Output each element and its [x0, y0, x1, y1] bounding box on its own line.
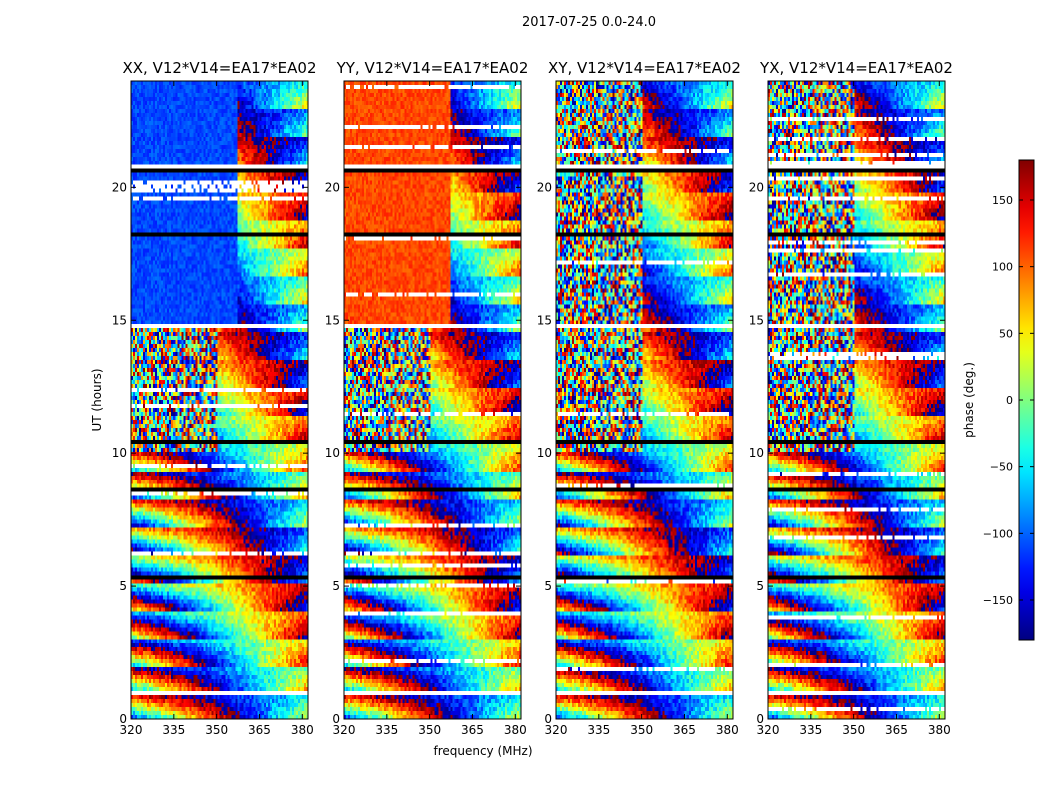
y-tick-label: 0	[756, 712, 764, 726]
colorbar: 150 100 50 0 −50 −100 −150	[983, 159, 1035, 641]
y-tick-label: 0	[332, 712, 340, 726]
panel-2: YY, V12*V14=EA17*EA02 320 335 350 365 380 0 5 10…	[325, 59, 529, 737]
y-axis-label: UT (hours)	[90, 368, 104, 431]
panel-heatmap	[768, 81, 945, 719]
colorbar-tick-label: −50	[990, 461, 1013, 474]
figure-suptitle: 2017-07-25 0.0-24.0	[522, 15, 656, 30]
y-tick-label: 20	[325, 180, 340, 194]
y-tick-label: 10	[537, 446, 552, 460]
x-tick-label: 320	[757, 723, 780, 737]
colorbar-tick-label: 0	[1006, 394, 1013, 407]
x-tick-label: 350	[418, 723, 441, 737]
x-tick-label: 365	[673, 723, 696, 737]
panel-title: YY, V12*V14=EA17*EA02	[336, 59, 529, 77]
x-tick-label: 350	[205, 723, 228, 737]
x-tick-label: 335	[375, 723, 398, 737]
colorbar-tick-label: −150	[983, 594, 1013, 607]
y-tick-label: 20	[749, 180, 764, 194]
panel-1: XX, V12*V14=EA17*EA02 320 335 350 365 380 0 5 10…	[112, 59, 317, 737]
x-tick-label: 380	[928, 723, 951, 737]
y-tick-label: 15	[537, 313, 552, 327]
x-tick-label: 320	[545, 723, 568, 737]
x-tick-label: 380	[504, 723, 527, 737]
panel-frame	[767, 80, 946, 720]
y-tick-label: 5	[332, 579, 340, 593]
x-tick-label: 380	[716, 723, 739, 737]
panel-frame	[130, 80, 309, 720]
y-tick-label: 10	[325, 446, 340, 460]
panel-title: XY, V12*V14=EA17*EA02	[548, 59, 741, 77]
colorbar-tick-label: 50	[999, 327, 1013, 340]
x-tick-label: 320	[333, 723, 356, 737]
panel-4: YX, V12*V14=EA17*EA02 320 335 350 365 380 0 5 10…	[749, 59, 953, 737]
y-tick-label: 15	[325, 313, 340, 327]
y-tick-label: 5	[119, 579, 127, 593]
y-tick-label: 10	[112, 446, 127, 460]
y-tick-label: 20	[537, 180, 552, 194]
colorbar-tick-label: −100	[983, 527, 1013, 540]
x-tick-label: 365	[248, 723, 271, 737]
panel-frame	[555, 80, 734, 720]
y-tick-label: 5	[756, 579, 764, 593]
x-tick-label: 335	[162, 723, 185, 737]
x-tick-label: 350	[842, 723, 865, 737]
y-tick-label: 0	[544, 712, 552, 726]
panel-heatmap	[131, 81, 308, 719]
panel-title: YX, V12*V14=EA17*EA02	[759, 59, 953, 77]
x-tick-label: 380	[291, 723, 314, 737]
x-tick-label: 365	[885, 723, 908, 737]
y-tick-label: 15	[749, 313, 764, 327]
x-tick-label: 350	[630, 723, 653, 737]
panel-title: XX, V12*V14=EA17*EA02	[122, 59, 316, 77]
colorbar-tick-label: 150	[992, 194, 1013, 207]
y-tick-label: 10	[749, 446, 764, 460]
y-tick-label: 15	[112, 313, 127, 327]
y-tick-label: 20	[112, 180, 127, 194]
y-tick-label: 0	[119, 712, 127, 726]
x-axis-label: frequency (MHz)	[433, 744, 532, 758]
colorbar-tick-label: 100	[992, 261, 1013, 274]
colorbar-label: phase (deg.)	[962, 362, 976, 438]
x-tick-label: 365	[461, 723, 484, 737]
x-tick-label: 335	[799, 723, 822, 737]
y-tick-label: 5	[544, 579, 552, 593]
panel-3: XY, V12*V14=EA17*EA02 320 335 350 365 380 0 5 10…	[537, 59, 741, 737]
x-tick-label: 335	[587, 723, 610, 737]
x-tick-label: 320	[120, 723, 143, 737]
panels-layer: XX, V12*V14=EA17*EA02 320 335 350 365 380 0 5 10…	[112, 59, 953, 737]
panel-heatmap	[344, 81, 521, 719]
panel-heatmap	[556, 81, 733, 719]
panel-frame	[343, 80, 522, 720]
